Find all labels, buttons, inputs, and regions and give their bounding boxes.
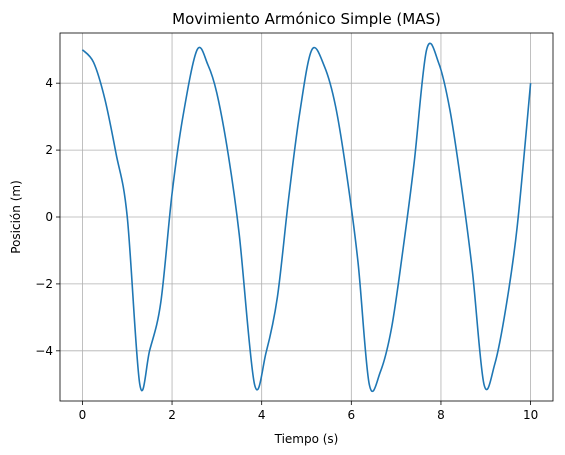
- x-tick-label: 6: [347, 408, 355, 422]
- y-axis-ticks: −4 −2 0 2 4: [35, 76, 60, 358]
- chart-title: Movimiento Armónico Simple (MAS): [172, 10, 441, 28]
- x-axis-label: Tiempo (s): [274, 432, 339, 446]
- y-tick-label: 4: [45, 76, 53, 90]
- y-tick-label: −2: [35, 277, 53, 291]
- series-line: [81, 42, 532, 393]
- x-axis-ticks: 0 2 4 6 8 10: [79, 401, 538, 422]
- x-tick-label: 4: [258, 408, 266, 422]
- y-tick-label: −4: [35, 344, 53, 358]
- grid: [60, 33, 553, 401]
- y-axis-label: Posición (m): [9, 180, 23, 253]
- y-tick-label: 2: [45, 143, 53, 157]
- x-tick-label: 8: [437, 408, 445, 422]
- plot-frame: [59, 32, 554, 402]
- x-tick-label: 10: [523, 408, 538, 422]
- x-tick-label: 0: [79, 408, 87, 422]
- x-tick-label: 2: [168, 408, 176, 422]
- y-tick-label: 0: [45, 210, 53, 224]
